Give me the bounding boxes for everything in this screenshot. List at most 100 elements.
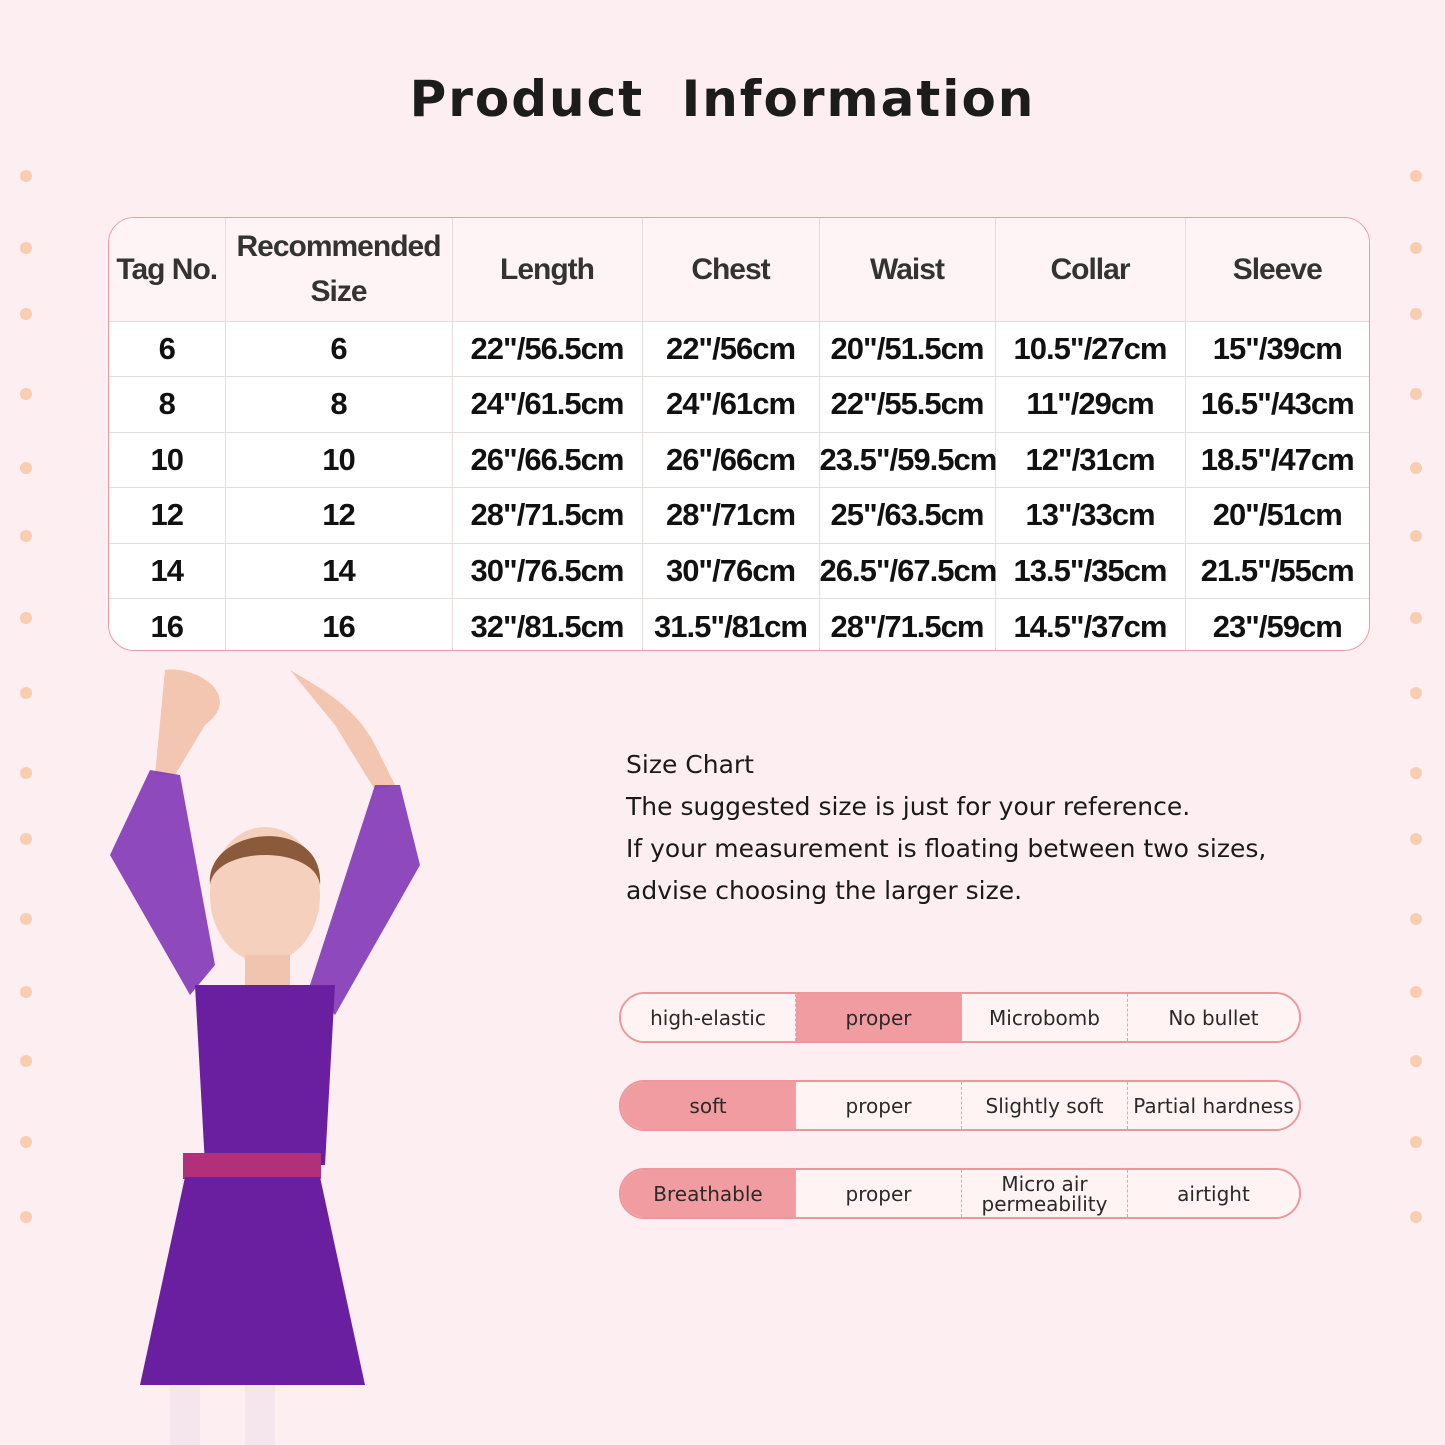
table-cell: 12 xyxy=(224,487,453,544)
feature-option: proper xyxy=(796,994,962,1041)
table-cell: 32"/81.5cm xyxy=(451,598,643,650)
column-header: Length xyxy=(451,218,643,322)
table-cell: 26"/66cm xyxy=(641,431,820,488)
decorative-dot xyxy=(20,986,32,998)
table-cell: 20"/51.5cm xyxy=(818,320,996,377)
table-cell: 22"/56cm xyxy=(641,320,820,377)
table-cell: 13.5"/35cm xyxy=(994,542,1186,599)
table-cell: 10 xyxy=(109,431,226,488)
size-table: Tag No. Recommended Size Length Chest Waist C… xyxy=(108,217,1370,651)
description-line: advise choosing the larger size. xyxy=(626,876,1023,905)
description-line: If your measurement is floating between … xyxy=(626,834,1267,863)
size-chart-description: Size Chart The suggested size is just fo… xyxy=(626,744,1266,912)
table-cell: 13"/33cm xyxy=(994,487,1186,544)
description-line: Size Chart xyxy=(626,750,754,779)
feature-scale: high-elastic proper Microbomb No bullet xyxy=(619,992,1301,1043)
decorative-dot xyxy=(20,687,32,699)
decorative-dot xyxy=(20,913,32,925)
feature-option: Microbomb xyxy=(962,994,1128,1041)
decorative-dot xyxy=(1410,1136,1422,1148)
decorative-dot xyxy=(20,242,32,254)
column-header: Waist xyxy=(818,218,996,322)
column-header: Chest xyxy=(641,218,820,322)
table-cell: 24"/61.5cm xyxy=(451,376,643,433)
table-cell: 26.5"/67.5cm xyxy=(818,542,997,599)
column-header: Sleeve xyxy=(1184,218,1369,322)
decorative-dot xyxy=(1410,612,1422,624)
table-cell: 21.5"/55cm xyxy=(1184,542,1369,599)
decorative-dot xyxy=(20,388,32,400)
table-cell: 31.5"/81cm xyxy=(641,598,820,650)
table-cell: 10 xyxy=(224,431,453,488)
table-row: 16 16 32"/81.5cm 31.5"/81cm 28"/71.5cm 14.5"/… xyxy=(109,598,1369,650)
feature-option: No bullet xyxy=(1128,994,1299,1041)
decorative-dot xyxy=(1410,913,1422,925)
decorative-dot xyxy=(1410,767,1422,779)
table-cell: 26"/66.5cm xyxy=(451,431,643,488)
decorative-dot xyxy=(20,1211,32,1223)
decorative-dot xyxy=(20,767,32,779)
decorative-dot xyxy=(1410,833,1422,845)
column-header: Collar xyxy=(994,218,1186,322)
table-cell: 23.5"/59.5cm xyxy=(818,431,997,488)
table-cell: 6 xyxy=(109,320,226,377)
table-cell: 22"/56.5cm xyxy=(451,320,643,377)
table-cell: 16 xyxy=(224,598,453,650)
table-cell: 16 xyxy=(109,598,226,650)
feature-option: Slightly soft xyxy=(962,1082,1128,1129)
decorative-dot xyxy=(20,308,32,320)
table-cell: 12 xyxy=(109,487,226,544)
feature-option: high-elastic xyxy=(621,994,796,1041)
decorative-dot xyxy=(1410,242,1422,254)
table-cell: 20"/51cm xyxy=(1184,487,1369,544)
table-row: 14 14 30"/76.5cm 30"/76cm 26.5"/67.5cm 13.5"/… xyxy=(109,542,1369,599)
table-cell: 14 xyxy=(224,542,453,599)
decorative-dot xyxy=(20,1055,32,1067)
table-cell: 15"/39cm xyxy=(1184,320,1369,377)
feature-scale: Breathable proper Micro air permeability ai… xyxy=(619,1168,1301,1219)
table-cell: 12"/31cm xyxy=(994,431,1186,488)
decorative-dot xyxy=(1410,170,1422,182)
feature-option: Micro air permeability xyxy=(962,1170,1128,1217)
decorative-dot xyxy=(1410,687,1422,699)
table-cell: 28"/71.5cm xyxy=(451,487,643,544)
page-title: Product Information xyxy=(409,70,1036,128)
table-cell: 30"/76cm xyxy=(641,542,820,599)
table-cell: 16.5"/43cm xyxy=(1184,376,1369,433)
table-row: 10 10 26"/66.5cm 26"/66cm 23.5"/59.5cm 12"/31… xyxy=(109,431,1369,488)
decorative-dot xyxy=(1410,1055,1422,1067)
column-header: Recommended Size xyxy=(224,218,453,322)
feature-option: Partial hardness xyxy=(1128,1082,1299,1129)
model-photo xyxy=(110,669,420,1445)
decorative-dot xyxy=(1410,462,1422,474)
decorative-dot xyxy=(1410,986,1422,998)
table-cell: 28"/71.5cm xyxy=(818,598,996,650)
feature-option: proper xyxy=(796,1082,962,1129)
decorative-dot xyxy=(20,1136,32,1148)
table-cell: 30"/76.5cm xyxy=(451,542,643,599)
table-cell: 6 xyxy=(224,320,453,377)
feature-scale: soft proper Slightly soft Partial hardness xyxy=(619,1080,1301,1131)
table-cell: 25"/63.5cm xyxy=(818,487,996,544)
table-cell: 10.5"/27cm xyxy=(994,320,1186,377)
table-row: 6 6 22"/56.5cm 22"/56cm 20"/51.5cm 10.5"/27cm… xyxy=(109,320,1369,377)
table-cell: 22"/55.5cm xyxy=(818,376,996,433)
table-cell: 8 xyxy=(109,376,226,433)
decorative-dot xyxy=(20,170,32,182)
dancer-illustration xyxy=(110,669,420,1445)
feature-option: airtight xyxy=(1128,1170,1299,1217)
table-cell: 18.5"/47cm xyxy=(1184,431,1369,488)
decorative-dot xyxy=(20,462,32,474)
table-row: 12 12 28"/71.5cm 28"/71cm 25"/63.5cm 13"/33cm… xyxy=(109,487,1369,544)
table-cell: 8 xyxy=(224,376,453,433)
decorative-dot xyxy=(1410,1211,1422,1223)
table-cell: 23"/59cm xyxy=(1184,598,1369,650)
decorative-dot xyxy=(20,530,32,542)
table-row: 8 8 24"/61.5cm 24"/61cm 22"/55.5cm 11"/29cm 16… xyxy=(109,376,1369,433)
decorative-dot xyxy=(1410,530,1422,542)
table-cell: 24"/61cm xyxy=(641,376,820,433)
description-line: The suggested size is just for your refe… xyxy=(626,792,1191,821)
feature-option: proper xyxy=(796,1170,962,1217)
decorative-dot xyxy=(1410,388,1422,400)
feature-option: soft xyxy=(621,1082,796,1129)
